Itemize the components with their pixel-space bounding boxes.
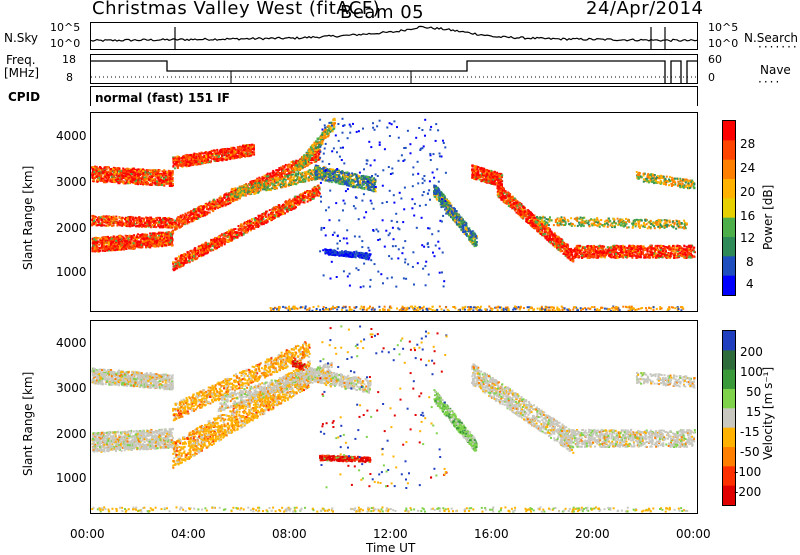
site-title: Christmas Valley West (fitACF): [92, 0, 380, 18]
noise-left-tick-top: 10^5: [50, 22, 80, 33]
power-colorbar-swatch-7: [723, 256, 735, 276]
velocity-colorbar-swatch-0: [723, 331, 735, 351]
power-ytick-1000: 1000: [56, 266, 87, 278]
freq-right-tick-top: 60: [708, 54, 722, 65]
velocity-colorbar-swatch-2: [723, 370, 735, 390]
velocity-colorbar-swatch-3: [723, 389, 735, 409]
xtick-3: 12:00: [373, 528, 408, 540]
noise-left-tick-bottom: 10^0: [50, 38, 80, 49]
xtick-2: 08:00: [272, 528, 307, 540]
power-cbar-tick-0: 28: [740, 138, 755, 150]
power-cells: [91, 118, 696, 312]
xtick-6: 00:00: [676, 528, 711, 540]
power-plot: [91, 113, 698, 312]
power-colorbar-swatch-2: [723, 160, 735, 180]
velocity-cbar-tick-5: -50: [740, 446, 760, 458]
cpid-panel: normal (fast) 151 IF: [90, 86, 698, 106]
power-colorbar-swatch-0: [723, 121, 735, 141]
freq-panel: [90, 54, 698, 84]
freq-right-tick-bottom: 0: [708, 72, 715, 83]
power-colorbar-scale: [723, 121, 735, 295]
velocity-cbar-tick-2: 50: [746, 386, 761, 398]
power-ytick-4000: 4000: [56, 130, 87, 142]
power-cbar-tick-4: 12: [740, 232, 755, 244]
velocity-cells: [91, 325, 696, 512]
power-cbar-tick-5: 8: [746, 256, 754, 268]
velocity-ytick-4000: 4000: [56, 337, 87, 349]
power-ytick-3000: 3000: [56, 176, 87, 188]
cpid-mode: normal (fast) 151 IF: [95, 92, 230, 104]
freq-left-label-1: Freq.: [6, 54, 36, 66]
velocity-cbar-tick-6: -100: [734, 466, 761, 478]
power-cbar-tick-2: 20: [740, 186, 755, 198]
freq-left-tick-top: 18: [62, 54, 76, 65]
xtick-4: 16:00: [474, 528, 509, 540]
noise-sky-line: [91, 26, 698, 41]
power-colorbar-label: Power [dB]: [762, 185, 774, 250]
freq-left-label-2: [MHz]: [4, 67, 39, 79]
power-cbar-tick-3: 16: [740, 210, 755, 222]
freq-right-legend-dots: ····: [758, 76, 781, 88]
velocity-cbar-tick-0: 200: [740, 346, 763, 358]
velocity-cbar-tick-7: -200: [734, 486, 761, 498]
xaxis-label: Time UT: [366, 542, 415, 554]
noise-plot: [91, 23, 698, 50]
velocity-panel: [90, 320, 698, 514]
beam-label: Beam 05: [340, 4, 424, 22]
freq-plot: [91, 55, 698, 84]
power-panel: [90, 112, 698, 312]
velocity-colorbar-swatch-6: [723, 447, 735, 467]
power-cbar-tick-6: 4: [746, 278, 754, 290]
power-ytick-2000: 2000: [56, 222, 87, 234]
freq-left-tick-bottom: 8: [66, 72, 73, 83]
velocity-ylabel: Slant Range [km]: [22, 372, 34, 476]
date-label: 24/Apr/2014: [586, 0, 703, 18]
cpid-label: CPID: [8, 91, 40, 103]
velocity-cbar-tick-1: 100: [740, 366, 763, 378]
xtick-1: 04:00: [171, 528, 206, 540]
velocity-ytick-2000: 2000: [56, 428, 87, 440]
velocity-colorbar: [722, 330, 736, 506]
velocity-colorbar-swatch-4: [723, 408, 735, 428]
power-colorbar-swatch-5: [723, 218, 735, 238]
velocity-ytick-3000: 3000: [56, 382, 87, 394]
velocity-colorbar-swatch-5: [723, 428, 735, 448]
power-ylabel: Slant Range [km]: [22, 166, 34, 270]
power-colorbar-swatch-4: [723, 198, 735, 218]
power-colorbar-swatch-8: [723, 276, 735, 295]
velocity-cbar-tick-4: -15: [740, 426, 760, 438]
velocity-plot: [91, 321, 698, 514]
velocity-colorbar-label: Velocity [m s⁻¹]: [762, 367, 774, 460]
noise-right-tick-top: 10^5: [708, 22, 738, 33]
power-colorbar-swatch-6: [723, 237, 735, 257]
noise-right-tick-bottom: 10^0: [708, 38, 738, 49]
power-colorbar: [722, 120, 736, 296]
power-cbar-tick-1: 24: [740, 162, 755, 174]
xtick-0: 00:00: [70, 528, 105, 540]
noise-left-label: N.Sky: [4, 32, 38, 44]
velocity-ytick-1000: 1000: [56, 472, 87, 484]
freq-line: [91, 61, 698, 84]
velocity-cbar-tick-3: 15: [746, 406, 761, 418]
power-colorbar-swatch-1: [723, 140, 735, 160]
xtick-5: 20:00: [575, 528, 610, 540]
noise-panel: [90, 22, 698, 50]
velocity-colorbar-swatch-1: [723, 350, 735, 370]
noise-right-legend-dots: ·······: [758, 41, 799, 53]
power-colorbar-swatch-3: [723, 179, 735, 199]
